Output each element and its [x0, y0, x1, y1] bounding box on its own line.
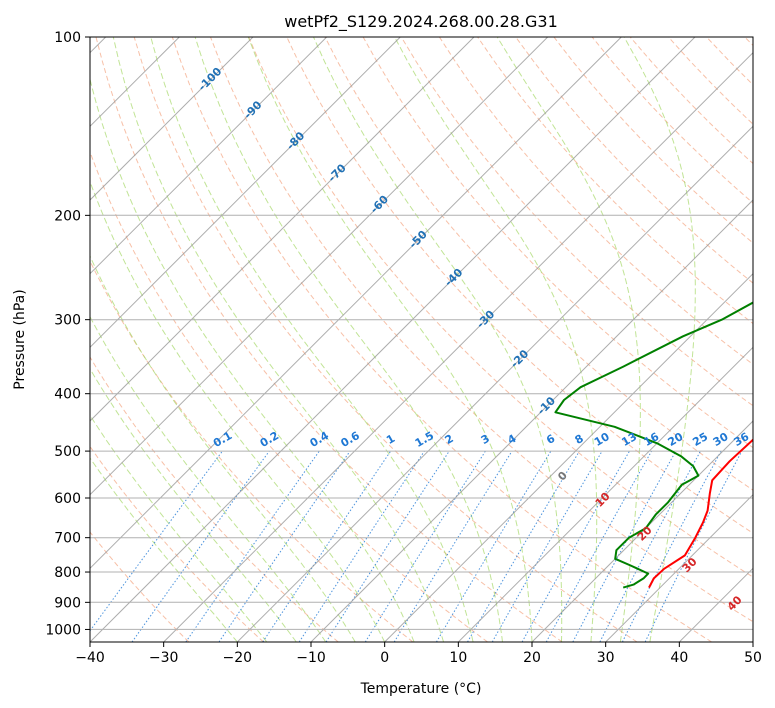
- skewed-isotherms: [90, 37, 753, 642]
- isotherm: [90, 37, 696, 642]
- mixing-ratio-lines: [90, 450, 743, 642]
- moist-adiabat: [247, 37, 533, 642]
- moist-adiabat: [394, 37, 598, 642]
- dry-adiabat: [400, 37, 753, 407]
- mixing-ratio-line: [325, 450, 450, 642]
- dry-adiabat: [90, 445, 264, 642]
- y-tick-label: 700: [54, 531, 81, 547]
- mixing-ratio-line: [298, 450, 425, 642]
- dewpoint-line: [554, 301, 753, 589]
- y-tick-label: 800: [54, 565, 81, 581]
- dry-adiabat: [248, 37, 753, 578]
- dry-adiabat: [438, 37, 753, 366]
- isotherm: [90, 37, 549, 496]
- y-tick-label: 1000: [45, 622, 81, 638]
- x-tick-label: −20: [223, 650, 253, 666]
- y-tick-label: 400: [54, 387, 81, 403]
- mixing-ratio-line: [572, 450, 677, 642]
- y-tick-label: 900: [54, 595, 81, 611]
- isotherm: [310, 199, 753, 642]
- mixing-ratio-line: [131, 450, 270, 642]
- y-tick-label: 500: [54, 444, 81, 460]
- dry-adiabat: [90, 150, 488, 642]
- isotherm: [531, 420, 753, 642]
- y-tick-label: 200: [54, 208, 81, 224]
- isotherm: [236, 125, 753, 642]
- plot-area: -100-90-80-70-60-50-40-30-20-100.1 0.2 0.4…: [90, 37, 753, 642]
- chart-title: wetPf2_S129.2024.268.00.28.G31: [284, 12, 558, 32]
- isotherm: [384, 272, 753, 642]
- moist-adiabat: [623, 37, 696, 642]
- plot-frame: [89, 36, 754, 643]
- x-tick-label: 20: [523, 650, 541, 666]
- isotherm: [457, 346, 753, 642]
- x-tick-label: 30: [597, 650, 615, 666]
- mixing-ratio-line: [521, 450, 630, 642]
- dry-adiabat: [210, 37, 753, 623]
- x-tick-label: 10: [449, 650, 467, 666]
- isotherm: [90, 37, 475, 422]
- dry-adiabat: [171, 37, 712, 642]
- mixing-ratio-line: [644, 450, 743, 642]
- moist-adiabat: [90, 180, 386, 642]
- mixing-ratio-line: [90, 450, 223, 632]
- mixing-ratio-line: [545, 450, 653, 642]
- dry-adiabat: [90, 531, 190, 642]
- dry-adiabat: [515, 37, 753, 284]
- isotherm: [90, 37, 254, 201]
- moist-adiabat: [90, 254, 356, 642]
- isotherm: [90, 37, 622, 570]
- mixing-ratio-line: [218, 450, 351, 642]
- isotherm: [163, 51, 753, 642]
- moist-adiabat: [112, 37, 445, 642]
- mixing-ratio-line: [262, 450, 392, 642]
- moist-adiabat: [150, 37, 474, 642]
- profile-lines: [554, 301, 753, 589]
- moist-adiabat: [90, 76, 415, 642]
- x-tick-label: 40: [670, 650, 688, 666]
- y-axis-label: Pressure (hPa): [12, 289, 28, 389]
- x-tick-label: 50: [744, 650, 762, 666]
- dry-adiabat: [324, 37, 753, 491]
- moist-adiabat: [313, 37, 563, 642]
- mixing-ratio-line: [364, 450, 486, 642]
- y-tick-label: 300: [54, 313, 81, 329]
- y-tick-label: 100: [54, 30, 81, 46]
- mixing-ratio-line: [621, 450, 722, 642]
- mixing-ratio-line: [599, 450, 701, 642]
- isotherm: [605, 493, 753, 642]
- x-tick-label: 0: [380, 650, 389, 666]
- y-axis-ticks: 100 200 300 400 500 600 700 800 900 1000: [45, 30, 90, 638]
- moist-adiabat: [90, 457, 238, 642]
- moist-adiabat: [90, 414, 268, 642]
- dry-adiabat: [133, 37, 638, 642]
- y-tick-label: 600: [54, 491, 81, 507]
- temperature-line: [648, 438, 753, 589]
- x-axis-label: Temperature (°C): [360, 681, 482, 697]
- x-tick-label: −40: [75, 650, 105, 666]
- moist-adiabat: [496, 37, 641, 642]
- x-tick-label: −30: [149, 650, 179, 666]
- isotherm: [90, 37, 401, 349]
- mixing-ratio-line: [185, 450, 320, 642]
- mixing-ratio-line: [435, 450, 552, 642]
- x-tick-label: −10: [296, 650, 326, 666]
- dry-adiabat: [95, 37, 563, 642]
- x-axis-ticks: −40 −30 −20 −10 0 10 20 30 40 50: [75, 642, 762, 666]
- mixing-ratio-line: [393, 450, 513, 642]
- isotherm: [90, 37, 328, 275]
- moist-adiabats: [90, 37, 696, 642]
- dry-adiabat: [90, 356, 339, 642]
